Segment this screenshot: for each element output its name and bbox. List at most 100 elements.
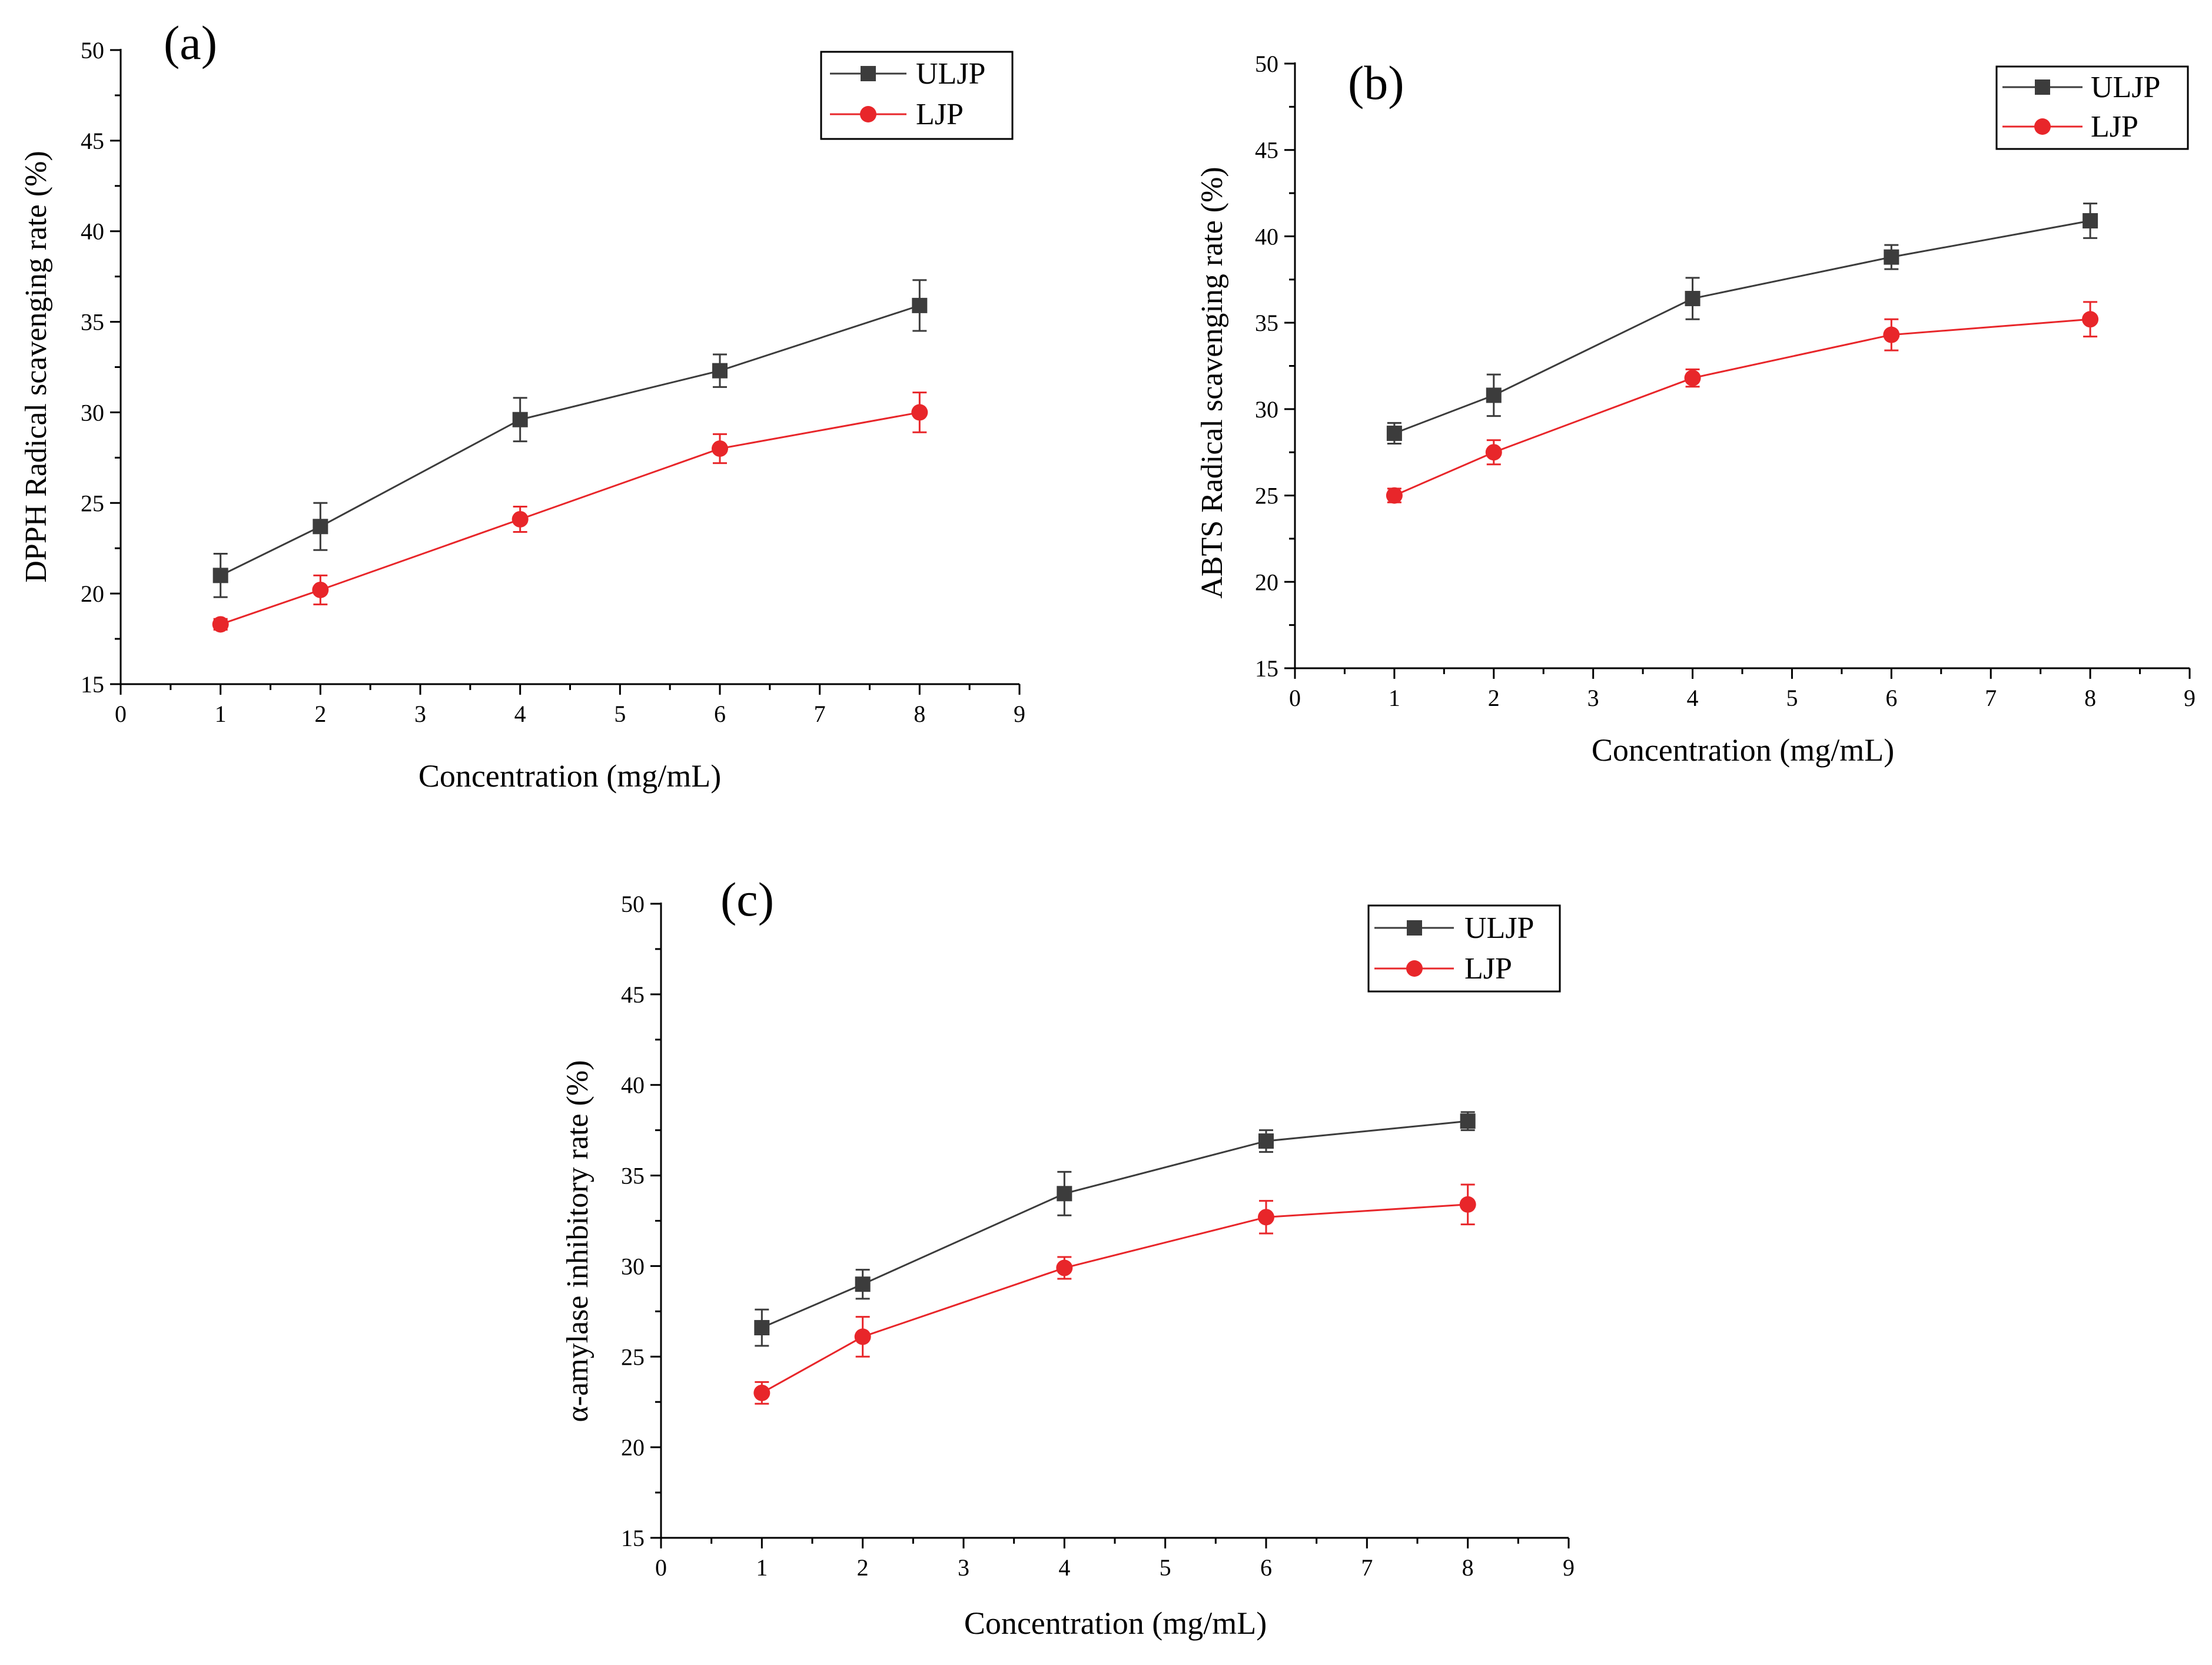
y-axis-label-a: DPPH Radical scavenging rate (%)	[19, 151, 53, 583]
chart-panel-a: (a) Concentration (mg/mL) DPPH Radical s…	[19, 16, 1025, 794]
legend-marker-ljp-a	[860, 106, 876, 122]
y-axis-label-b: ABTS Radical scavenging rate (%)	[1195, 167, 1229, 599]
legend-a: ULJP LJP	[820, 51, 1014, 140]
data-point-ljp	[512, 510, 529, 528]
data-point-uljp	[512, 412, 528, 427]
legend-marker-uljp-c	[1407, 920, 1422, 936]
data-point-uljp	[1884, 249, 1899, 265]
x-tick-label: 1	[1389, 685, 1400, 711]
x-tick-label: 7	[814, 701, 826, 727]
x-tick-label: 6	[714, 701, 726, 727]
data-point-uljp	[754, 1320, 770, 1336]
x-tick-label: 8	[2084, 685, 2096, 711]
y-tick-label: 45	[1255, 137, 1278, 164]
x-tick-label: 1	[756, 1554, 768, 1581]
x-tick-label: 3	[1587, 685, 1599, 711]
y-tick-label: 15	[1255, 655, 1278, 682]
x-tick-label: 1	[215, 701, 227, 727]
data-point-uljp	[2083, 213, 2098, 229]
y-tick-label: 20	[81, 581, 104, 607]
x-tick-label: 2	[857, 1554, 869, 1581]
y-tick-label: 45	[81, 128, 104, 154]
data-point-ljp	[911, 404, 928, 421]
legend-marker-ljp-c	[1406, 960, 1423, 977]
legend-label-ljp-c: LJP	[1464, 952, 1512, 986]
x-tick-label: 6	[1260, 1554, 1272, 1581]
data-point-uljp	[1460, 1113, 1476, 1129]
x-tick-label: 0	[1289, 685, 1301, 711]
legend-label-uljp-c: ULJP	[1464, 911, 1534, 945]
y-tick-label: 40	[621, 1072, 645, 1099]
data-point-uljp	[912, 297, 928, 313]
x-tick-label: 0	[115, 701, 127, 727]
y-tick-label: 30	[621, 1253, 645, 1279]
data-point-uljp	[855, 1276, 871, 1292]
legend-label-uljp-b: ULJP	[2091, 71, 2160, 104]
data-point-ljp	[1883, 326, 1900, 343]
x-tick-label: 8	[914, 701, 925, 727]
data-point-ljp	[2082, 311, 2099, 328]
y-tick-label: 25	[1255, 483, 1278, 509]
x-tick-label: 7	[1361, 1554, 1373, 1581]
panel-label-c: (c)	[720, 873, 774, 926]
data-point-ljp	[1485, 444, 1502, 461]
y-tick-label: 25	[81, 490, 104, 516]
x-tick-label: 7	[1985, 685, 1997, 711]
y-tick-label: 35	[1255, 310, 1278, 336]
legend-box-a	[820, 51, 1014, 140]
data-point-ljp	[712, 440, 728, 457]
x-tick-label: 4	[514, 701, 526, 727]
y-tick-label: 20	[1255, 569, 1278, 595]
y-tick-label: 35	[621, 1163, 645, 1189]
data-point-ljp	[1684, 370, 1701, 387]
x-tick-label: 2	[1488, 685, 1500, 711]
y-tick-label: 30	[1255, 396, 1278, 423]
x-tick-label: 2	[314, 701, 326, 727]
legend-c: ULJP LJP	[1367, 904, 1561, 993]
x-tick-label: 5	[1160, 1554, 1171, 1581]
data-point-uljp	[212, 568, 228, 583]
data-point-uljp	[712, 363, 728, 379]
x-tick-label: 9	[1014, 701, 1025, 727]
y-tick-label: 40	[81, 218, 104, 245]
legend-marker-uljp-a	[861, 66, 876, 81]
legend-label-ljp-b: LJP	[2091, 110, 2138, 144]
data-point-ljp	[753, 1384, 770, 1401]
y-tick-label: 50	[1255, 51, 1278, 77]
y-tick-label: 30	[81, 399, 104, 426]
data-point-ljp	[1386, 487, 1403, 504]
legend-label-uljp-a: ULJP	[916, 57, 985, 91]
legend-label-ljp-a: LJP	[916, 98, 964, 131]
legend-marker-ljp-b	[2034, 118, 2051, 135]
data-point-ljp	[1258, 1209, 1274, 1226]
x-tick-label: 5	[614, 701, 626, 727]
data-point-uljp	[313, 519, 328, 535]
data-point-ljp	[312, 581, 329, 598]
data-point-ljp	[854, 1328, 871, 1345]
data-point-uljp	[1386, 425, 1402, 441]
data-point-uljp	[1258, 1133, 1274, 1149]
panel-label-a: (a)	[164, 16, 217, 69]
data-point-ljp	[1056, 1259, 1073, 1276]
panel-label-b: (b)	[1348, 56, 1404, 110]
x-tick-label: 9	[2184, 685, 2196, 711]
x-tick-label: 4	[1058, 1554, 1070, 1581]
y-tick-label: 25	[621, 1344, 645, 1370]
x-tick-label: 0	[655, 1554, 667, 1581]
y-tick-label: 15	[621, 1525, 645, 1551]
y-tick-label: 50	[81, 37, 104, 64]
x-axis-label-a: Concentration (mg/mL)	[419, 758, 721, 794]
x-axis-label-c: Concentration (mg/mL)	[964, 1606, 1267, 1641]
legend-b: ULJP LJP	[1995, 65, 2189, 150]
y-tick-label: 15	[81, 671, 104, 698]
x-axis-label-b: Concentration (mg/mL)	[1592, 732, 1894, 768]
legend-box-c	[1367, 904, 1561, 993]
y-tick-label: 50	[621, 891, 645, 917]
legend-box-b	[1995, 65, 2189, 150]
y-tick-label: 45	[621, 981, 645, 1008]
y-axis-label-c: α-amylase inhibitory rate (%)	[561, 1060, 594, 1422]
y-tick-label: 40	[1255, 223, 1278, 250]
